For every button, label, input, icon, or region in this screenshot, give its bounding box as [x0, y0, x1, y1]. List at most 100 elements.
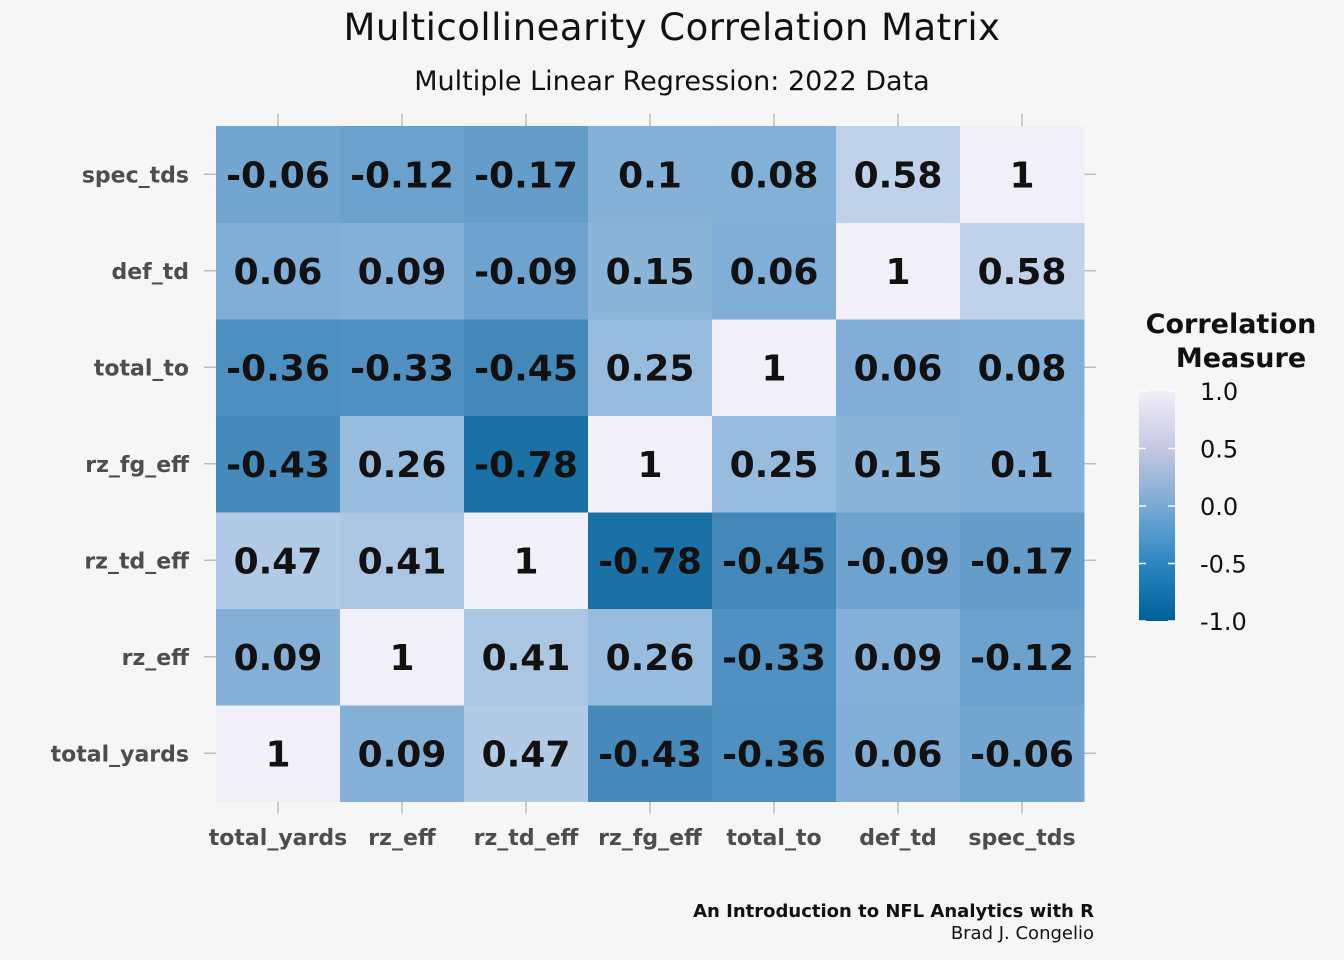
heatmap-cell [960, 415, 1085, 513]
legend-tick-label: -0.5 [1200, 551, 1247, 579]
heatmap-cell [588, 705, 713, 802]
cell-value-label: 0.25 [730, 445, 819, 486]
legend-title-line2: Measure [1175, 343, 1307, 374]
cell-value-label: 0.47 [482, 734, 571, 775]
heatmap-cell [960, 705, 1085, 802]
heatmap-cells [216, 126, 1085, 802]
heatmap-cell [712, 415, 837, 513]
cell-value-label: -0.12 [350, 155, 454, 196]
legend-title-line1: Correlation [1145, 309, 1317, 340]
cell-value-label: 1 [1009, 155, 1034, 196]
heatmap-cell [340, 512, 465, 609]
cell-value-label: -0.17 [474, 155, 578, 196]
cell-value-label: 0.15 [606, 252, 695, 293]
legend-tick-label: 0.0 [1200, 493, 1238, 521]
heatmap-cell [340, 415, 465, 513]
x-axis: total_yards rz_eff rz_td_eff rz_fg_eff total… [209, 826, 1076, 851]
caption-book: An Introduction to NFL Analytics with R [693, 901, 1094, 922]
heatmap-cell [340, 705, 465, 802]
cell-value-label: 0.26 [606, 638, 695, 679]
heatmap-cell [216, 126, 341, 223]
heatmap-cell [464, 705, 589, 802]
cell-value-label: 1 [885, 252, 910, 293]
axis-ticks [204, 114, 1096, 814]
cell-value-label: 0.58 [978, 252, 1067, 293]
heatmap-cell [836, 705, 961, 802]
cell-value-label: -0.36 [226, 348, 330, 389]
heatmap-cell [216, 415, 341, 513]
heatmap-cell [712, 319, 837, 416]
x-tick-label: rz_eff [368, 826, 437, 851]
cell-value-label: 1 [637, 445, 662, 486]
cell-value-label: 1 [265, 734, 290, 775]
x-tick-label: def_td [859, 826, 937, 851]
heatmap-cell [340, 319, 465, 416]
heatmap-cell [340, 126, 465, 223]
heatmap-cell [464, 319, 589, 416]
heatmap-cell [216, 222, 341, 320]
cell-value-label: 0.58 [854, 155, 943, 196]
heatmap-cell [588, 222, 713, 320]
y-tick-label: rz_td_eff [84, 549, 190, 574]
cell-value-label: -0.06 [970, 734, 1074, 775]
cell-value-label: -0.12 [970, 638, 1074, 679]
cell-value-label: 0.26 [358, 445, 447, 486]
cell-value-label: -0.78 [474, 445, 578, 486]
heatmap-cell [712, 608, 837, 706]
chart-title: Multicollinearity Correlation Matrix [343, 6, 1001, 49]
heatmap-cell [712, 126, 837, 223]
heatmap-cell [960, 319, 1085, 416]
heatmap-cell [588, 319, 713, 416]
heatmap-cell [836, 126, 961, 223]
heatmap-cell [216, 608, 341, 706]
heatmap-cell [464, 415, 589, 513]
cell-value-label: -0.33 [350, 348, 454, 389]
y-tick-label: total_to [94, 356, 189, 381]
heatmap-cell [464, 126, 589, 223]
cell-value-label: -0.43 [226, 445, 330, 486]
cell-value-label: 0.41 [482, 638, 571, 679]
x-tick-label: rz_fg_eff [598, 826, 703, 851]
cell-value-label: -0.78 [598, 541, 702, 582]
heatmap-cell [216, 512, 341, 609]
x-tick-label: total_to [726, 826, 821, 851]
cell-value-label: -0.09 [474, 252, 578, 293]
cell-value-label: 0.06 [854, 734, 943, 775]
cell-value-label: 1 [389, 638, 414, 679]
heatmap-cell [588, 126, 713, 223]
x-tick-label: rz_td_eff [474, 826, 580, 851]
heatmap-cell [712, 222, 837, 320]
cell-value-label: 0.1 [618, 155, 682, 196]
cell-value-label: -0.45 [474, 348, 578, 389]
heatmap-cell [960, 222, 1085, 320]
heatmap-cell [960, 608, 1085, 706]
cell-value-label: 1 [761, 348, 786, 389]
cell-value-label: -0.09 [846, 541, 950, 582]
heatmap-cell [836, 319, 961, 416]
y-tick-label: rz_fg_eff [85, 453, 190, 478]
cell-value-label: -0.43 [598, 734, 702, 775]
heatmap-cell [216, 319, 341, 416]
x-tick-label: spec_tds [968, 826, 1075, 851]
y-tick-label: def_td [111, 260, 189, 285]
legend-tick-label: 1.0 [1200, 378, 1238, 406]
cell-value-label: 0.06 [234, 252, 323, 293]
cell-value-label: 0.09 [234, 638, 323, 679]
y-axis: total_yards rz_eff rz_td_eff rz_fg_eff total… [51, 163, 191, 767]
cell-value-label: -0.17 [970, 541, 1074, 582]
heatmap-cell [340, 222, 465, 320]
cell-value-label: 0.08 [730, 155, 819, 196]
heatmap-cell [588, 608, 713, 706]
cell-value-label: -0.45 [722, 541, 826, 582]
cell-value-label: -0.36 [722, 734, 826, 775]
heatmap-cell [340, 608, 465, 706]
heatmap-cell [836, 222, 961, 320]
heatmap-cell [960, 126, 1085, 223]
heatmap-cell [588, 415, 713, 513]
cell-labels: 1 0.09 0.47 -0.43 -0.36 0.06 -0.06 0.09 1 0.41 0.2… [226, 155, 1074, 775]
heatmap-cell [588, 512, 713, 609]
y-tick-label: spec_tds [82, 163, 189, 188]
heatmap-cell [836, 608, 961, 706]
cell-value-label: 0.09 [358, 734, 447, 775]
